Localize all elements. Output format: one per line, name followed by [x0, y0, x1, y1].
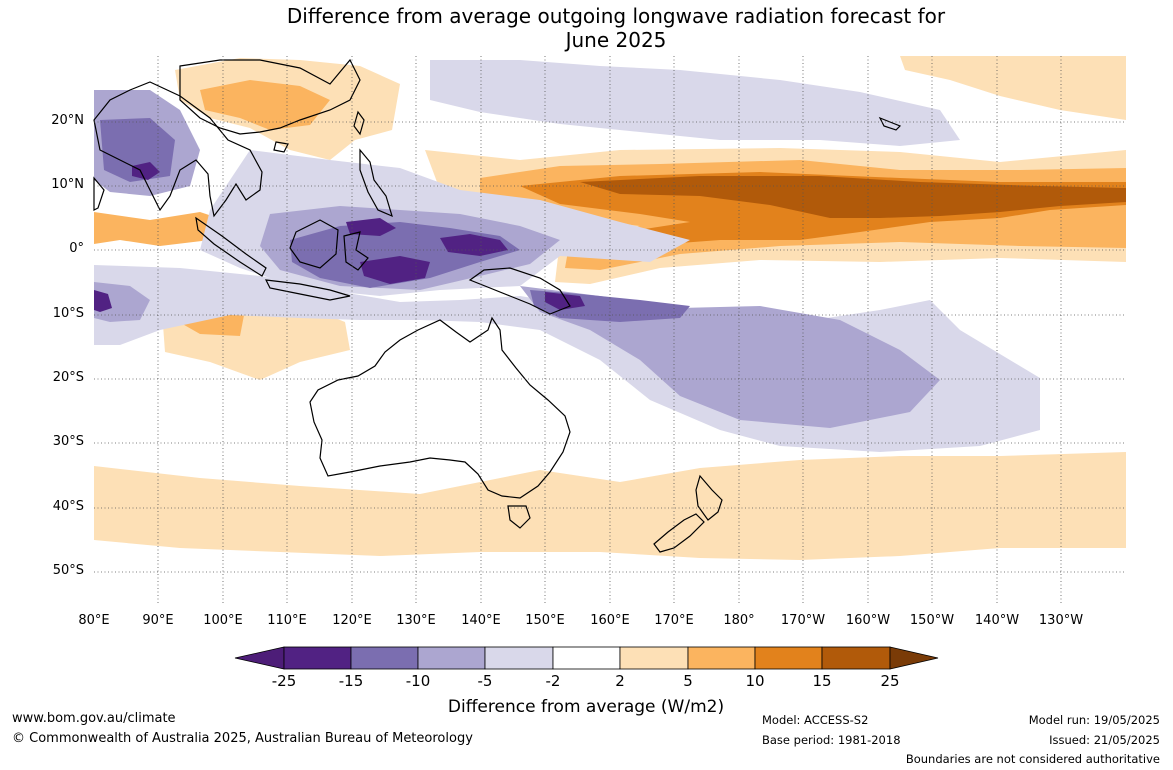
copyright-text: © Commonwealth of Australia 2025, Austra… [12, 731, 473, 746]
coastline-indochina [93, 81, 263, 218]
lon-label-110e: 110°E [267, 613, 307, 628]
lat-label-30s: 30°S [52, 434, 84, 449]
lat-label-10n: 10°N [51, 177, 84, 192]
negative-anomaly-indochina-core [100, 118, 175, 182]
positive-anomaly-northeast [900, 56, 1126, 120]
coastline-taiwan [353, 110, 365, 136]
coastline-hawaii [878, 116, 902, 131]
lon-label-170e: 170°E [654, 613, 694, 628]
lat-label-20n: 20°N [51, 113, 84, 128]
colorbar-tick: 10 [745, 672, 765, 690]
lon-label-80e: 80°E [78, 613, 110, 628]
lon-label-180: 180° [723, 613, 755, 628]
lat-label-0: 0° [69, 241, 84, 256]
colorbar-tick: -15 [338, 672, 364, 690]
coastlines [93, 58, 902, 553]
coastline-sumatra [195, 216, 267, 277]
colorbar-bin-9 [821, 646, 891, 670]
negative-anomaly-peak-4 [545, 292, 585, 310]
base-period-text: Base period: 1981-2018 [762, 733, 901, 747]
colorbar-bin-4 [484, 646, 554, 670]
lon-label-120e: 120°E [332, 613, 372, 628]
lon-label-140e: 140°E [461, 613, 501, 628]
colorbar-label: Difference from average (W/m2) [447, 697, 725, 717]
lon-label-140w: 140°W [974, 613, 1020, 628]
negative-anomaly-peak-2 [440, 234, 508, 256]
negative-anomaly-indian-west [94, 282, 150, 322]
lat-label-40s: 40°S [52, 499, 84, 514]
lon-label-170w: 170°W [780, 613, 826, 628]
lat-label-10s: 10°S [52, 306, 84, 321]
colorbar [234, 646, 939, 670]
website-text: www.bom.gov.au/climate [12, 711, 176, 726]
lon-label-160e: 160°E [590, 613, 630, 628]
colorbar-high-arrow [889, 646, 939, 670]
coastline-new-zealand-north [695, 474, 723, 521]
negative-anomaly-northpacific [430, 60, 960, 146]
disclaimer-text: Boundaries are not considered authoritat… [905, 752, 1160, 766]
coastline-philippines [359, 148, 393, 218]
negative-anomaly-indian-west-core [94, 290, 112, 312]
issued-text: Issued: 21/05/2025 [1049, 733, 1160, 747]
colorbar-tick: -25 [271, 672, 297, 690]
coastline-australia [309, 316, 571, 499]
colorbar-tick: 25 [880, 672, 900, 690]
negative-anomaly-peak-5 [346, 218, 396, 236]
lon-label-160w: 160°W [845, 613, 891, 628]
lon-label-130e: 130°E [396, 613, 436, 628]
colorbar-bin-6 [619, 646, 689, 670]
positive-anomaly-south-china-core [200, 80, 330, 130]
colorbar-low-arrow [234, 646, 285, 670]
coastline-new-zealand-south [653, 513, 705, 553]
title-line-1: Difference from average outgoing longwav… [286, 4, 946, 28]
title-line-2: June 2025 [565, 28, 667, 52]
coastline-borneo [289, 219, 339, 269]
coastline-tasmania [507, 505, 531, 529]
lon-label-150w: 150°W [909, 613, 955, 628]
model-text: Model: ACCESS-S2 [762, 713, 869, 727]
lat-label-50s: 50°S [52, 563, 84, 578]
colorbar-tick: -10 [405, 672, 431, 690]
negative-anomaly-peak-1 [132, 162, 160, 180]
coastline-sri-lanka [93, 176, 105, 211]
colorbar-bin-3 [417, 646, 486, 670]
negative-anomaly-peak-3 [360, 256, 430, 284]
lon-label-100e: 100°E [203, 613, 243, 628]
colorbar-tick: 2 [615, 672, 625, 690]
colorbar-tick: -5 [477, 672, 493, 690]
model-run-text: Model run: 19/05/2025 [1028, 713, 1160, 727]
colorbar-tick: -2 [545, 672, 561, 690]
map-title: Difference from average outgoing longwav… [0, 4, 1173, 52]
coastline-new-guinea [468, 267, 571, 315]
coastline-hainan [273, 141, 289, 153]
gridlines [94, 56, 1126, 603]
lon-label-90e: 90°E [142, 613, 174, 628]
lon-label-130w: 130°W [1038, 613, 1084, 628]
lon-label-150e: 150°E [525, 613, 565, 628]
colorbar-tick: 5 [683, 672, 693, 690]
colorbar-bin-7 [687, 646, 756, 670]
colorbar-tick: 15 [812, 672, 832, 690]
colorbar-bin-5 [552, 646, 621, 670]
coastline-south-china [179, 58, 361, 135]
anomaly-field [94, 56, 1126, 603]
colorbar-bin-1 [283, 646, 352, 670]
lat-label-20s: 20°S [52, 370, 84, 385]
coastline-java [264, 279, 351, 301]
colorbar-bin-2 [350, 646, 419, 670]
colorbar-bin-8 [754, 646, 823, 670]
positive-anomaly-peak [580, 176, 1126, 218]
coastline-sulawesi [343, 231, 369, 271]
